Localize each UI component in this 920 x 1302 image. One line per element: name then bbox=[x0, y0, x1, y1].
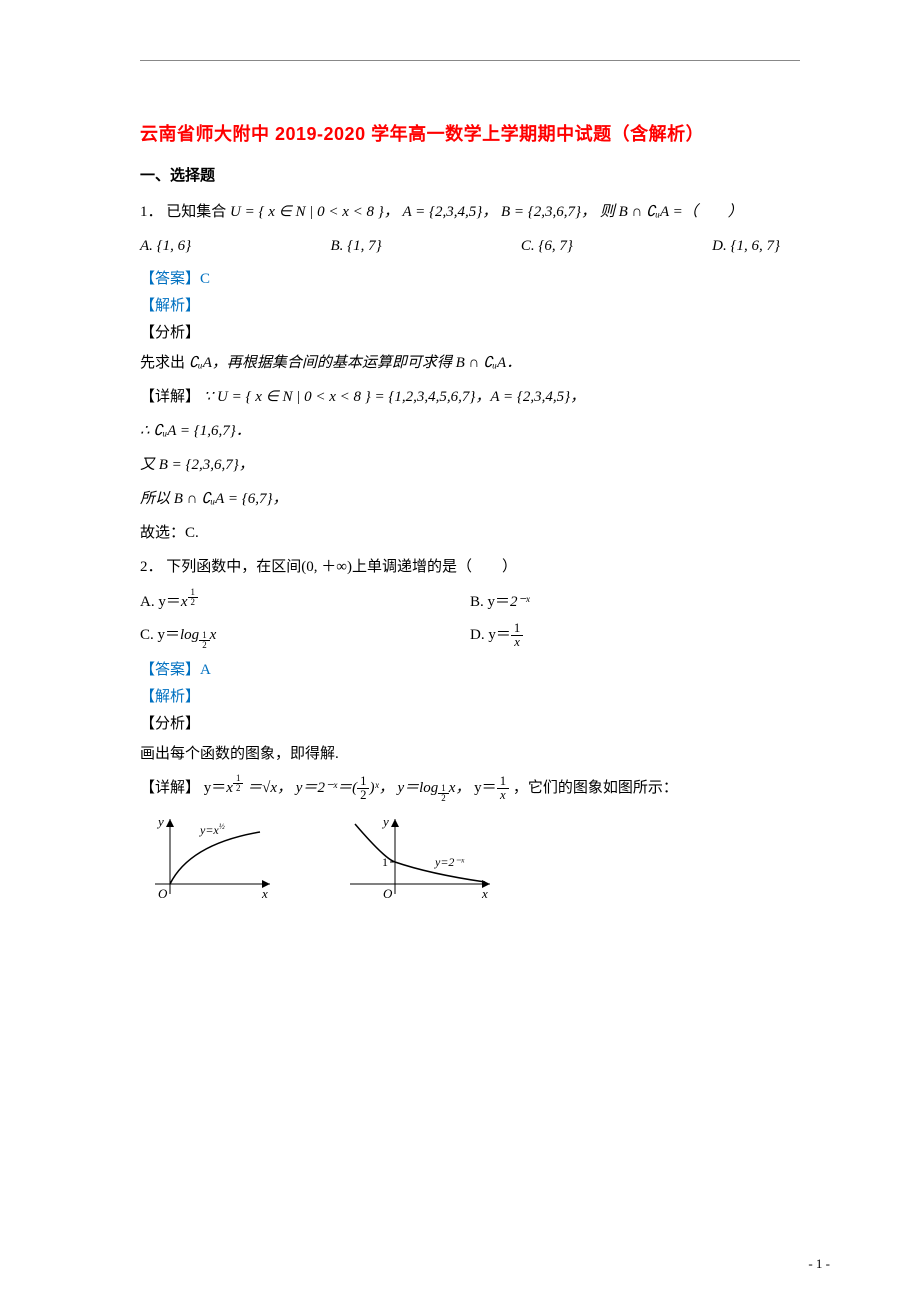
q2-optd-pre: D. y＝ bbox=[470, 627, 511, 643]
q2-option-c: C. y＝log12x bbox=[140, 619, 470, 652]
svg-text:y=x½: y=x½ bbox=[199, 822, 225, 837]
page-content: 云南省师大附中 2019-2020 学年高一数学上学期期中试题（含解析） 一、选… bbox=[0, 0, 920, 944]
graph-sqrt: y x O y=x½ bbox=[140, 814, 280, 904]
q1-options: A. {1, 6} B. {1, 7} C. {6, 7} D. {1, 6, … bbox=[140, 231, 800, 261]
q1-analysis-head: 【解析】 bbox=[140, 294, 800, 315]
q1-detail-head: 【详解】 bbox=[140, 389, 200, 405]
q2-optc-pre: C. y＝ bbox=[140, 627, 180, 643]
q1-stem-post: 则 B ∩ ∁ᵤA =（ ） bbox=[600, 204, 743, 220]
graph2-x-label: x bbox=[481, 886, 488, 901]
q2-option-a: A. y＝x12 bbox=[140, 586, 470, 619]
graph1-o-label: O bbox=[158, 886, 168, 901]
q1-fx-head: 【分析】 bbox=[140, 321, 800, 342]
q1-option-b: B. {1, 7} bbox=[330, 231, 381, 261]
q1-option-d: D. {1, 6, 7} bbox=[712, 231, 780, 261]
q2-fx-body: 画出每个函数的图象，即得解. bbox=[140, 739, 800, 769]
q1-fx-pre: 先求出 bbox=[140, 355, 185, 371]
q2-optc-arg: x bbox=[210, 627, 217, 643]
q2-option-b: B. y＝2⁻ˣ bbox=[470, 586, 800, 619]
q2-detail-3a: y＝log bbox=[397, 780, 438, 796]
q2-detail-tail: ，它们的图象如图所示： bbox=[513, 780, 678, 796]
graph1-fn-label: y=x bbox=[199, 823, 219, 837]
q2-detail-2a: y＝2⁻ˣ＝( bbox=[296, 780, 357, 796]
page-number: - 1 - bbox=[808, 1256, 830, 1272]
q2-optc-log: log bbox=[180, 627, 199, 643]
q2-detail-3b: x， bbox=[449, 780, 471, 796]
q2-detail-1b: ＝√x， bbox=[247, 780, 292, 796]
graph1-x-label: x bbox=[261, 886, 268, 901]
q1-fx-post: B ∩ ∁ᵤA． bbox=[456, 355, 522, 371]
q1-detail-line4: 所以 B ∩ ∁ᵤA = {6,7}， bbox=[140, 484, 800, 514]
graph1-fn-exp: ½ bbox=[219, 822, 225, 831]
q2-fx-head: 【分析】 bbox=[140, 712, 800, 733]
q1-detail-line1: 【详解】 ∵ U = { x ∈ N | 0 < x < 8 } = {1,2,… bbox=[140, 382, 800, 412]
q2-opta-pre: A. y＝ bbox=[140, 594, 181, 610]
q2-number: 2． bbox=[140, 559, 163, 575]
q1-fx-mid: ∁ᵤA，再根据集合间的基本运算即可求得 bbox=[189, 355, 452, 371]
q1-option-a: A. {1, 6} bbox=[140, 231, 191, 261]
graph2-one-label: 1 bbox=[382, 855, 388, 869]
q2-option-d: D. y＝1x bbox=[470, 619, 800, 652]
q2-detail-head: 【详解】 bbox=[140, 780, 200, 796]
q2-detail-1a: y＝ bbox=[204, 780, 227, 796]
document-title: 云南省师大附中 2019-2020 学年高一数学上学期期中试题（含解析） bbox=[140, 120, 800, 146]
q2-detail: 【详解】 y＝x12 ＝√x， y＝2⁻ˣ＝(12)ˣ， y＝log12x， y… bbox=[140, 773, 800, 804]
q1-stem: 1． 已知集合 U = { x ∈ N | 0 < x < 8 }， A = {… bbox=[140, 197, 800, 227]
graph2-y-label: y bbox=[381, 814, 389, 829]
graph-exp-neg: 1 y x O y=2⁻ˣ bbox=[340, 814, 500, 904]
q1-answer: 【答案】C bbox=[140, 267, 800, 288]
section-heading: 一、选择题 bbox=[140, 164, 800, 185]
q2-answer: 【答案】A bbox=[140, 658, 800, 679]
q1-set-a: A = {2,3,4,5}， bbox=[403, 204, 498, 220]
q2-stem: 2． 下列函数中，在区间(0, ＋∞)上单调递增的是（ ） bbox=[140, 552, 800, 582]
q1-stem-pre: 已知集合 bbox=[166, 204, 226, 220]
graph2-fn-label: y=2⁻ˣ bbox=[434, 855, 465, 869]
q1-detail-1: ∵ U = { x ∈ N | 0 < x < 8 } = {1,2,3,4,5… bbox=[204, 389, 585, 405]
q2-analysis-head: 【解析】 bbox=[140, 685, 800, 706]
q1-option-c: C. {6, 7} bbox=[521, 231, 573, 261]
q1-detail-line2: ∴ ∁ᵤA = {1,6,7}． bbox=[140, 416, 800, 446]
q1-set-u: U = { x ∈ N | 0 < x < 8 }， bbox=[230, 204, 399, 220]
q1-fx-body: 先求出 ∁ᵤA，再根据集合间的基本运算即可求得 B ∩ ∁ᵤA． bbox=[140, 348, 800, 378]
q1-number: 1． bbox=[140, 204, 163, 220]
q1-detail-line3: 又 B = {2,3,6,7}， bbox=[140, 450, 800, 480]
q2-stem-text: 下列函数中，在区间(0, ＋∞)上单调递增的是（ ） bbox=[166, 559, 517, 575]
q2-detail-2b: )ˣ， bbox=[369, 780, 393, 796]
q2-optb-pre: B. y＝ bbox=[470, 594, 510, 610]
q2-options: A. y＝x12 B. y＝2⁻ˣ C. y＝log12x D. y＝1x bbox=[140, 586, 800, 652]
q1-set-b: B = {2,3,6,7}， bbox=[501, 204, 596, 220]
graph2-o-label: O bbox=[383, 886, 393, 901]
q2-optb-expr: 2⁻ˣ bbox=[510, 594, 530, 610]
q1-detail-line5: 故选：C. bbox=[140, 518, 800, 548]
q2-detail-4a: y＝ bbox=[474, 780, 497, 796]
q2-graphs: y x O y=x½ 1 y x O y=2⁻ˣ bbox=[140, 814, 800, 904]
graph1-y-label: y bbox=[156, 814, 164, 829]
